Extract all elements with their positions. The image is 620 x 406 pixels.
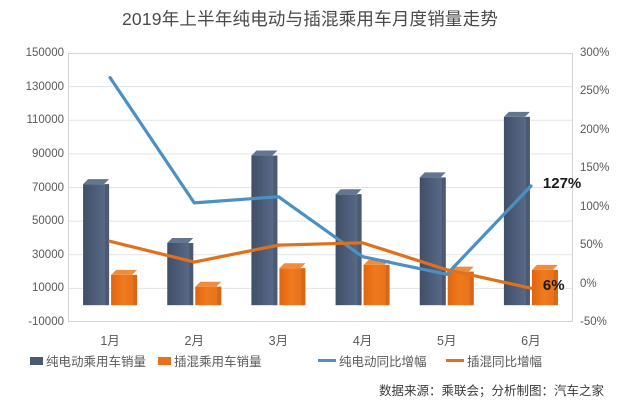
- y-axis-left-tick-label: 90000: [32, 147, 64, 160]
- legend-label: 插混乘用车销量: [174, 355, 262, 369]
- y-axis-left-tick-label: 50000: [32, 215, 64, 228]
- x-axis-tick-label: 1月: [100, 334, 120, 348]
- y-axis-right-tick-label: 200%: [580, 123, 610, 136]
- chart-legend: 纯电动乘用车销量 插混乘用车销量 纯电动同比增幅 插混同比增幅: [0, 351, 620, 371]
- legend-label: 插混同比增幅: [467, 355, 543, 369]
- bar-side-face: [273, 155, 278, 306]
- legend-item[interactable]: 插混同比增幅: [446, 351, 542, 370]
- legend-item[interactable]: 插混乘用车销量: [158, 351, 262, 370]
- bar-top-face: [195, 281, 222, 287]
- bar-top-face: [83, 179, 110, 185]
- bar-top-face: [335, 189, 362, 195]
- bar-side-face: [301, 268, 306, 306]
- bar: [83, 184, 110, 306]
- x-axis-tick-label: 5月: [437, 334, 457, 348]
- chart-canvas: [68, 52, 573, 323]
- legend-label: 纯电动乘用车销量: [46, 355, 147, 369]
- y-axis-right-tick-label: 250%: [580, 85, 610, 98]
- bar-side-face: [385, 264, 390, 306]
- bar-side-face: [553, 269, 558, 306]
- legend-line-swatch-icon: [318, 359, 336, 362]
- bar: [363, 264, 390, 306]
- data-label: 6%: [542, 277, 565, 295]
- legend-item[interactable]: 纯电动同比增幅: [318, 351, 427, 370]
- y-axis-left-tick-label: 10000: [32, 282, 64, 295]
- bar-side-face: [105, 184, 110, 306]
- bar: [419, 177, 446, 306]
- bar: [531, 269, 558, 306]
- y-axis-right-tick-label: 100%: [580, 200, 610, 213]
- x-axis-tick-label: 2月: [184, 334, 204, 348]
- bar-series: [83, 111, 530, 306]
- bar-side-face: [217, 286, 222, 306]
- bar: [335, 194, 362, 306]
- bar-series: [111, 259, 558, 306]
- y-axis-left-tick-label: -10000: [28, 316, 64, 328]
- bar: [447, 271, 474, 306]
- y-axis-left-tick-label: 150000: [25, 47, 64, 59]
- bar-top-face: [503, 111, 530, 117]
- bar: [279, 268, 306, 306]
- bar-side-face: [525, 116, 530, 306]
- plot-area: [68, 52, 573, 323]
- bar: [195, 286, 222, 306]
- source-note: 数据来源：乘联会；分析制图：汽车之家: [378, 384, 604, 398]
- y-axis-right-tick-label: 150%: [580, 162, 610, 175]
- data-label: 127%: [542, 174, 582, 192]
- legend-bar-swatch-icon: [158, 356, 171, 365]
- chart-title: 2019年上半年纯电动与插混乘用车月度销量走势: [121, 9, 499, 29]
- y-axis-left-tick-label: 30000: [32, 248, 64, 261]
- y-axis-left-tick-label: 70000: [32, 181, 64, 194]
- bar-top-face: [167, 237, 194, 243]
- legend-bar-swatch-icon: [30, 356, 43, 365]
- bar-top-face: [419, 172, 446, 178]
- legend-line-swatch-icon: [446, 359, 464, 362]
- y-axis-right-tick-label: -50%: [580, 316, 607, 328]
- bar: [167, 242, 194, 306]
- x-axis-tick-label: 6月: [521, 334, 541, 348]
- bar-side-face: [133, 274, 138, 306]
- legend-item[interactable]: 纯电动乘用车销量: [30, 351, 146, 370]
- bar-side-face: [189, 242, 194, 306]
- legend-label: 纯电动同比增幅: [339, 355, 427, 369]
- bar-top-face: [531, 264, 558, 270]
- bar: [111, 274, 138, 306]
- bar: [251, 155, 278, 306]
- bar-top-face: [111, 269, 138, 275]
- y-axis-right-tick-label: 50%: [580, 239, 604, 252]
- y-axis-left-tick-label: 130000: [25, 80, 64, 93]
- y-axis-right-tick-label: 300%: [580, 47, 610, 59]
- bar-top-face: [251, 150, 278, 156]
- y-axis-left-tick-label: 110000: [26, 114, 64, 127]
- bar-top-face: [279, 263, 306, 269]
- bar-side-face: [441, 177, 446, 306]
- x-axis-tick-label: 3月: [268, 334, 289, 348]
- bar-side-face: [357, 194, 362, 306]
- line-series: [108, 239, 533, 290]
- x-axis-tick-label: 4月: [352, 334, 373, 348]
- y-axis-right-tick-label: 0%: [580, 277, 597, 290]
- bar-side-face: [469, 271, 474, 306]
- line-series: [108, 75, 533, 276]
